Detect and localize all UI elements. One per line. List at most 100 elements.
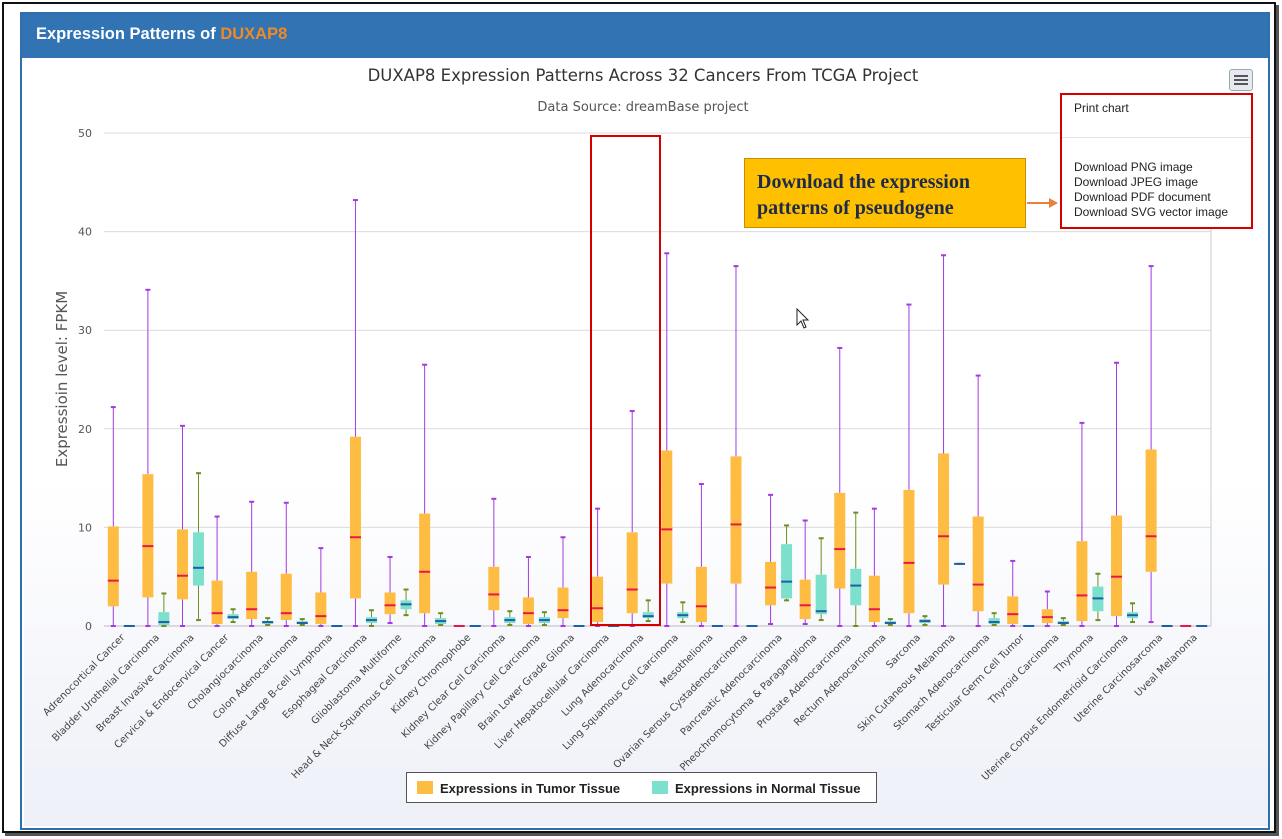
normal-box: [538, 611, 550, 627]
normal-box: [1127, 602, 1139, 624]
legend-label-tumor[interactable]: Expressions in Tumor Tissue: [440, 781, 621, 796]
download-png-item[interactable]: Download PNG image: [1074, 160, 1193, 174]
tumor-box: [868, 507, 880, 627]
print-chart-item[interactable]: Print chart: [1074, 101, 1129, 115]
box-layer: [107, 199, 1208, 627]
box-body: [730, 456, 742, 584]
download-svg-item[interactable]: Download SVG vector image: [1074, 205, 1229, 219]
tumor-box: [592, 507, 604, 627]
normal-box: [850, 511, 862, 627]
box-body: [142, 474, 154, 598]
x-tick-label: Thyroid Carcinoma: [986, 632, 1061, 707]
normal-box: [365, 609, 377, 627]
hamburger-line: [1234, 79, 1248, 81]
download-pdf-item[interactable]: Download PDF document: [1074, 190, 1211, 204]
normal-box: [504, 610, 516, 627]
box-body: [107, 526, 119, 607]
normal-box: [884, 618, 896, 627]
box-body: [557, 587, 569, 619]
y-tick-label: 40: [78, 226, 92, 239]
normal-box: [642, 599, 654, 623]
tumor-box: [626, 410, 638, 627]
tumor-box: [1145, 265, 1157, 624]
tumor-box: [1111, 361, 1123, 627]
normal-box: [227, 608, 239, 624]
tumor-box: [903, 303, 915, 627]
box-body: [850, 568, 862, 606]
box-body: [158, 612, 170, 626]
normal-box: [296, 618, 308, 627]
tumor-box: [972, 374, 984, 627]
tumor-box: [522, 555, 534, 627]
tumor-box: [246, 500, 258, 627]
box-body: [868, 575, 880, 623]
tumor-box: [938, 254, 950, 627]
box-body: [192, 532, 204, 586]
callout-line-2: patterns of pseudogene: [757, 197, 954, 219]
tumor-box: [1041, 590, 1053, 627]
y-tick-labels: 0 10 20 30 40 50: [78, 127, 92, 633]
tumor-box: [107, 406, 119, 627]
legend-swatch-normal: [652, 781, 668, 794]
tumor-box: [488, 497, 500, 627]
normal-box: [781, 524, 793, 602]
hamburger-menu-icon: [1234, 75, 1248, 77]
normal-box: [1057, 617, 1069, 627]
tumor-box: [280, 501, 292, 627]
chart-subtitle: Data Source: dreamBase project: [537, 100, 748, 115]
box-body: [903, 489, 915, 614]
tumor-box: [799, 519, 811, 626]
export-menu: Print chart Download PNG image Download …: [1060, 93, 1253, 229]
box-body: [384, 592, 396, 615]
normal-box: [158, 592, 170, 627]
legend-label-normal[interactable]: Expressions in Normal Tissue: [675, 781, 861, 796]
box-body: [315, 592, 327, 625]
y-tick-label: 0: [85, 620, 92, 633]
box-body: [815, 574, 827, 615]
normal-box: [262, 617, 274, 627]
x-tick-label: Uveal Melanoma: [1133, 632, 1200, 699]
box-body: [211, 580, 223, 625]
chart-menu-button[interactable]: [1229, 69, 1253, 91]
chart-title: DUXAP8 Expression Patterns Across 32 Can…: [368, 66, 919, 85]
box-body: [695, 566, 707, 623]
tumor-box: [695, 483, 707, 627]
hamburger-line: [1234, 83, 1248, 85]
normal-box: [815, 537, 827, 622]
normal-box: [435, 612, 447, 627]
tumor-box: [419, 363, 431, 627]
box-body: [349, 436, 361, 599]
tumor-box: [176, 424, 188, 627]
box-body: [626, 532, 638, 614]
box-body: [1145, 449, 1157, 572]
arrow-head-icon: [1049, 198, 1058, 208]
annotation-callout: Download the expression patterns of pseu…: [744, 158, 1026, 228]
box-body: [799, 579, 811, 620]
y-tick-label: 50: [78, 127, 92, 140]
box-body: [834, 492, 846, 589]
box-body: [488, 566, 500, 611]
normal-box: [677, 601, 689, 624]
tumor-box: [349, 199, 361, 627]
normal-box: [988, 612, 1000, 627]
tumor-box: [1007, 559, 1019, 627]
y-tick-label: 30: [78, 324, 92, 337]
box-body: [246, 571, 258, 620]
y-axis-label: Expressioin level: FPKM: [53, 291, 71, 467]
tumor-box: [384, 555, 396, 625]
box-body: [1111, 515, 1123, 617]
download-jpeg-item[interactable]: Download JPEG image: [1074, 175, 1199, 189]
box-body: [1076, 541, 1088, 622]
gene-name: DUXAP8: [220, 25, 288, 43]
callout-arrow: [1027, 202, 1051, 204]
box-body: [972, 516, 984, 612]
legend-swatch-tumor: [417, 781, 433, 794]
box-body: [522, 597, 534, 625]
box-body: [938, 453, 950, 585]
normal-box: [1092, 572, 1104, 622]
box-body: [176, 529, 188, 600]
y-tick-label: 10: [78, 521, 92, 534]
box-body: [592, 576, 604, 623]
tumor-box: [315, 547, 327, 627]
tumor-box: [661, 252, 673, 627]
